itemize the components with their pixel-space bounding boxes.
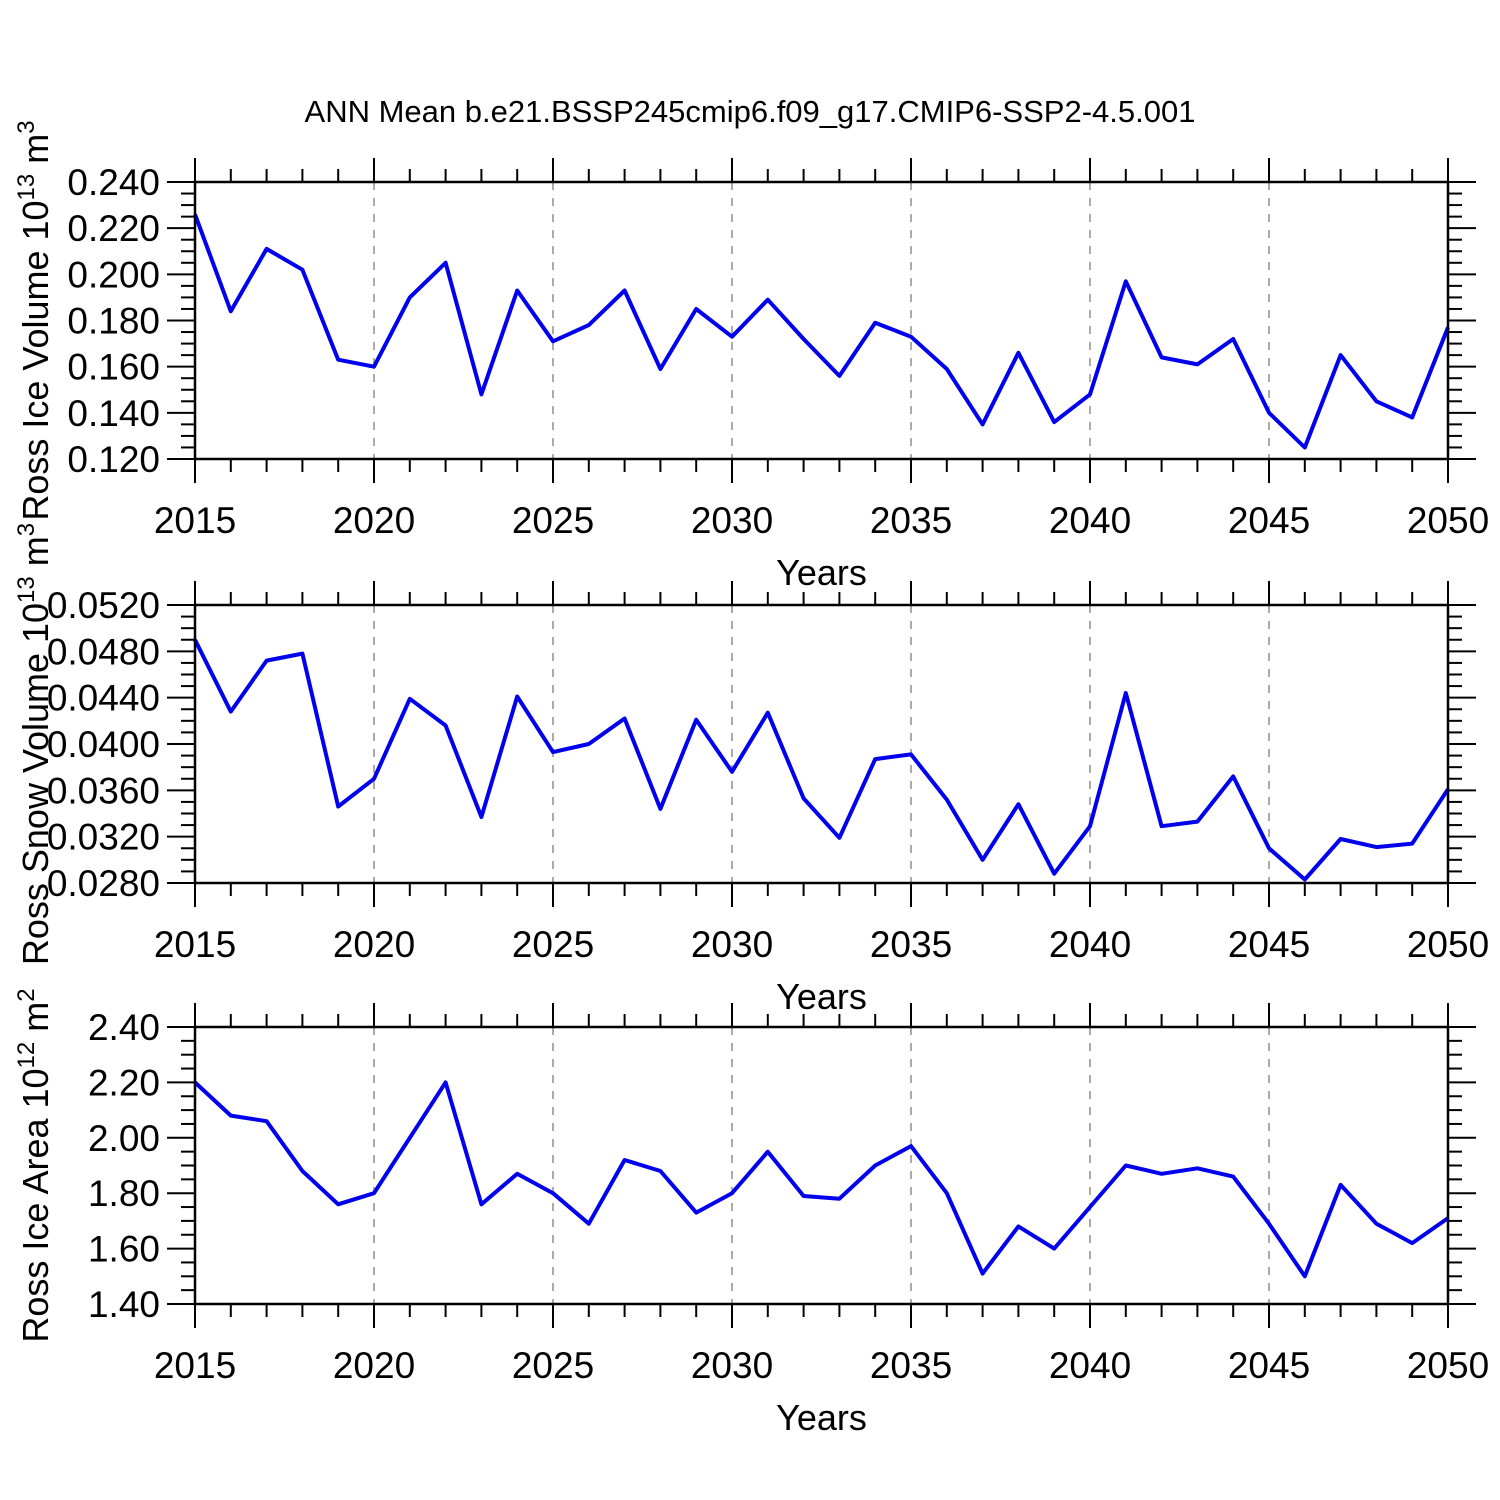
y-tick-label: 1.80 bbox=[88, 1173, 160, 1214]
x-axis-title: Years bbox=[776, 1397, 867, 1438]
x-tick-label: 2025 bbox=[512, 1345, 594, 1386]
panel-ross-ice-area: 1.40 1.60 1.80 2.00 2.20 2.40 2015 2020 2025 2030… bbox=[13, 988, 1489, 1438]
x-tick-label: 2015 bbox=[154, 1345, 236, 1386]
x-tick-label: 2030 bbox=[691, 1345, 773, 1386]
x-axis-title: Years bbox=[776, 976, 867, 1017]
y-tick-label: 0.0400 bbox=[47, 724, 160, 765]
y-axis-title: Ross Snow Volume 1013 m3 bbox=[13, 523, 56, 965]
x-tick-label: 2030 bbox=[691, 500, 773, 541]
y-tick-label: 0.140 bbox=[67, 393, 160, 434]
y-axis-ticks bbox=[167, 1026, 1476, 1305]
x-tick-label: 2050 bbox=[1407, 924, 1489, 965]
y-tick-label: 0.160 bbox=[67, 347, 160, 388]
ross-ice-volume-series-line bbox=[193, 213, 1450, 450]
y-tick-label: 0.200 bbox=[67, 254, 160, 295]
x-tick-label: 2035 bbox=[870, 924, 952, 965]
y-tick-label: 2.20 bbox=[88, 1062, 160, 1103]
plot-frame bbox=[193, 1025, 1450, 1306]
x-tick-label: 2025 bbox=[512, 924, 594, 965]
y-tick-label: 0.0440 bbox=[47, 678, 160, 719]
y-tick-label: 0.0480 bbox=[47, 631, 160, 672]
y-tick-label: 0.0520 bbox=[47, 585, 160, 626]
y-tick-label: 1.60 bbox=[88, 1229, 160, 1270]
x-tick-label: 2035 bbox=[870, 1345, 952, 1386]
x-tick-label: 2025 bbox=[512, 500, 594, 541]
y-tick-label: 0.240 bbox=[67, 162, 160, 203]
x-tick-label: 2050 bbox=[1407, 1345, 1489, 1386]
x-tick-label: 2020 bbox=[333, 500, 415, 541]
x-tick-label: 2050 bbox=[1407, 500, 1489, 541]
x-tick-label: 2040 bbox=[1049, 1345, 1131, 1386]
x-tick-label: 2045 bbox=[1228, 924, 1310, 965]
x-axis-title: Years bbox=[776, 552, 867, 593]
panel-ross-snow-volume: 0.0280 0.0320 0.0360 0.0400 0.0440 0.0480 0.05… bbox=[13, 523, 1489, 1017]
y-axis-ticks bbox=[167, 604, 1476, 884]
y-tick-label: 2.40 bbox=[88, 1007, 160, 1048]
y-tick-label: 0.220 bbox=[67, 208, 160, 249]
ross-ice-area-series-line bbox=[193, 1080, 1450, 1279]
ross-snow-volume-series-line bbox=[193, 638, 1450, 882]
x-tick-label: 2045 bbox=[1228, 500, 1310, 541]
x-tick-label: 2030 bbox=[691, 924, 773, 965]
x-tick-label: 2015 bbox=[154, 500, 236, 541]
y-tick-label: 2.00 bbox=[88, 1118, 160, 1159]
x-tick-label: 2035 bbox=[870, 500, 952, 541]
y-axis-title: Ross Ice Area 1012 m2 bbox=[13, 988, 56, 1342]
x-axis-ticks bbox=[194, 581, 1449, 907]
y-axis-ticks bbox=[167, 181, 1476, 460]
x-tick-label: 2040 bbox=[1049, 924, 1131, 965]
x-axis-ticks bbox=[194, 158, 1449, 483]
y-tick-label: 0.120 bbox=[67, 439, 160, 480]
y-axis-title: Ross Ice Volume 1013 m3 bbox=[13, 120, 56, 520]
x-tick-label: 2040 bbox=[1049, 500, 1131, 541]
y-tick-label: 1.40 bbox=[88, 1284, 160, 1325]
x-tick-label: 2020 bbox=[333, 924, 415, 965]
x-tick-label: 2015 bbox=[154, 924, 236, 965]
y-tick-label: 0.0360 bbox=[47, 770, 160, 811]
x-axis-ticks bbox=[194, 1003, 1449, 1328]
plot-frame bbox=[193, 603, 1450, 885]
panel-ross-ice-volume: 0.120 0.140 0.160 0.180 0.200 0.220 0.240 2015 2… bbox=[13, 120, 1489, 593]
y-tick-label: 0.0320 bbox=[47, 817, 160, 858]
x-tick-label: 2020 bbox=[333, 1345, 415, 1386]
y-tick-label: 0.0280 bbox=[47, 863, 160, 904]
plot-frame bbox=[193, 180, 1450, 461]
chart-title: ANN Mean b.e21.BSSP245cmip6.f09_g17.CMIP… bbox=[305, 94, 1196, 129]
y-tick-label: 0.180 bbox=[67, 301, 160, 342]
x-tick-label: 2045 bbox=[1228, 1345, 1310, 1386]
